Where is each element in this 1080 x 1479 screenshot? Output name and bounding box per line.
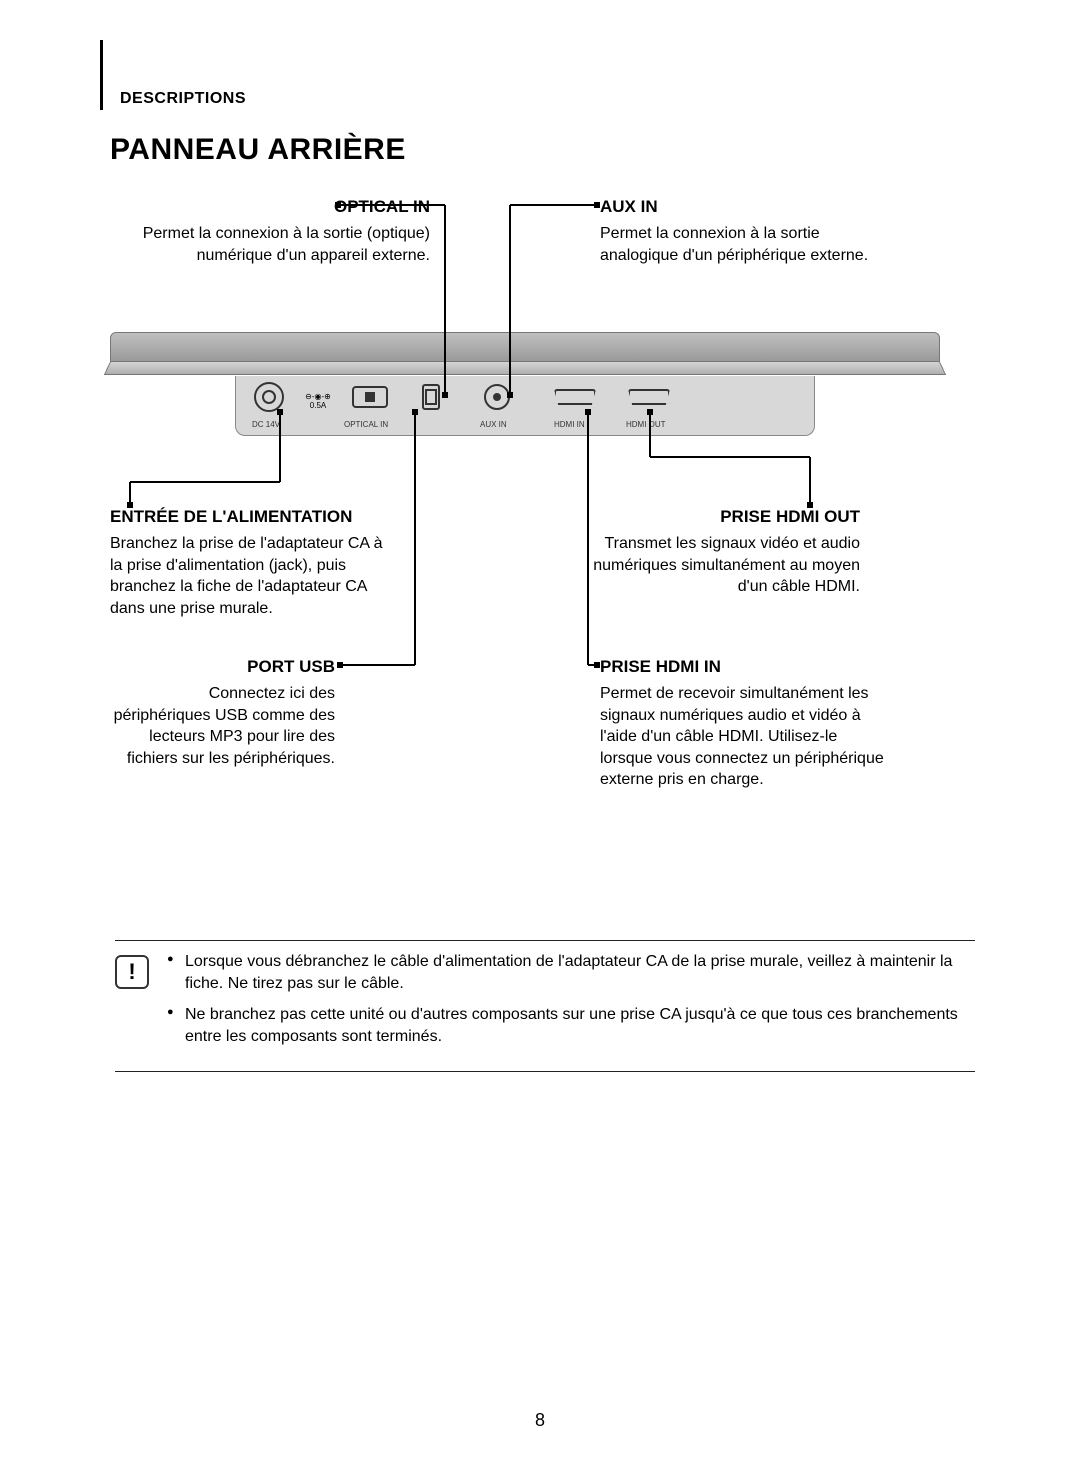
callout-optical-in: OPTICAL IN Permet la connexion à la sort… xyxy=(110,197,430,266)
hdmi-out-port-icon xyxy=(628,389,670,405)
callout-usb: PORT USB Connectez ici des périphériques… xyxy=(110,657,335,769)
list-item: Lorsque vous débranchez le câble d'alime… xyxy=(167,951,975,996)
device-rear-panel: DC 14V ⊖-◉-⊕ 0.5A OPTICAL IN AUX IN HDMI… xyxy=(110,332,940,436)
callout-desc: Permet de recevoir simultanément les sig… xyxy=(600,683,890,791)
port-label: HDMI IN xyxy=(554,420,585,429)
page-content: DESCRIPTIONS PANNEAU ARRIÈRE OPTICAL IN … xyxy=(110,40,970,897)
notes-list: Lorsque vous débranchez le câble d'alime… xyxy=(167,951,975,1057)
callout-desc: Permet la connexion à la sortie (optique… xyxy=(110,223,430,266)
caution-icon: ! xyxy=(115,955,149,989)
caution-notes: ! Lorsque vous débranchez le câble d'ali… xyxy=(115,940,975,1072)
callout-aux-in: AUX IN Permet la connexion à la sortie a… xyxy=(600,197,900,266)
page-number: 8 xyxy=(0,1410,1080,1431)
callout-desc: Permet la connexion à la sortie analogiq… xyxy=(600,223,900,266)
callout-title: PORT USB xyxy=(110,657,335,677)
port-label: DC 14V xyxy=(252,420,280,429)
callout-title: OPTICAL IN xyxy=(110,197,430,217)
aux-port-icon xyxy=(484,384,510,410)
usb-port-icon xyxy=(422,384,440,410)
section-divider xyxy=(100,40,103,110)
list-item: Ne branchez pas cette unité ou d'autres … xyxy=(167,1004,975,1049)
port-label: HDMI OUT xyxy=(626,420,666,429)
ports-strip: DC 14V ⊖-◉-⊕ 0.5A OPTICAL IN AUX IN HDMI… xyxy=(235,376,815,436)
callout-title: AUX IN xyxy=(600,197,900,217)
callout-power: ENTRÉE DE L'ALIMENTATION Branchez la pri… xyxy=(110,507,390,619)
section-label: DESCRIPTIONS xyxy=(120,90,970,108)
port-label: OPTICAL IN xyxy=(344,420,388,429)
rear-panel-diagram: OPTICAL IN Permet la connexion à la sort… xyxy=(110,197,940,897)
callout-title: PRISE HDMI IN xyxy=(600,657,890,677)
callout-title: PRISE HDMI OUT xyxy=(580,507,860,527)
callout-desc: Connectez ici des périphériques USB comm… xyxy=(110,683,335,769)
port-label: AUX IN xyxy=(480,420,507,429)
callout-title: ENTRÉE DE L'ALIMENTATION xyxy=(110,507,390,527)
callout-desc: Branchez la prise de l'adaptateur CA à l… xyxy=(110,533,390,619)
callout-desc: Transmet les signaux vidéo et audio numé… xyxy=(580,533,860,598)
page-title: PANNEAU ARRIÈRE xyxy=(110,133,970,167)
power-symbol: ⊖-◉-⊕ 0.5A xyxy=(298,392,338,410)
dc-jack-icon xyxy=(254,382,284,412)
hdmi-in-port-icon xyxy=(554,389,596,405)
callout-hdmi-out: PRISE HDMI OUT Transmet les signaux vidé… xyxy=(580,507,860,598)
callout-hdmi-in: PRISE HDMI IN Permet de recevoir simulta… xyxy=(600,657,890,791)
optical-port-icon xyxy=(352,386,388,408)
